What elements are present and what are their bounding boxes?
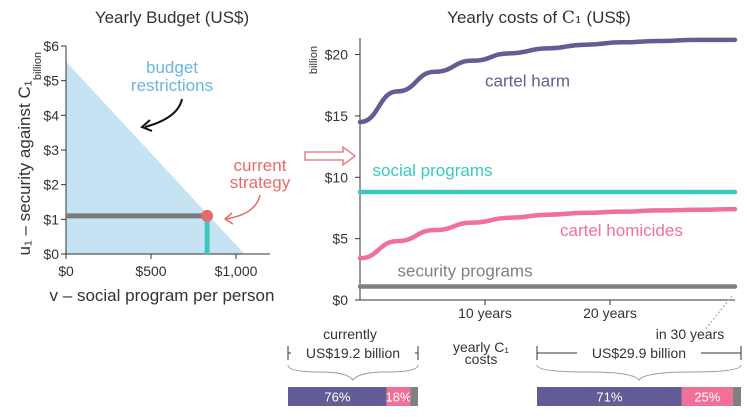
series-line-cartel-harm [357, 37, 738, 125]
current-annotation-arrow [225, 194, 261, 220]
costs-y-unit: billion [308, 46, 320, 74]
budget-y-tick-label: $5 [43, 73, 59, 89]
bar-segment-cartel-homicides [386, 387, 411, 406]
budget-y-ticks: $0 $1 $2 $3 $4 $5 $6 [43, 38, 66, 262]
budget-annotation-arrow [144, 98, 183, 128]
costs-y-tick-label: $20 [325, 47, 349, 63]
budget-x-tick-label: $500 [135, 263, 166, 279]
budget-y-tick-label: $1 [43, 211, 59, 227]
budget-y-tick-label: $0 [43, 246, 59, 262]
budget-x-ticks: $0 $500 $1,000 [58, 254, 258, 279]
current-annotation-line1: current [234, 156, 287, 175]
breakdown-title-line1: yearly C₁ [453, 339, 509, 355]
costs-end-leader [704, 295, 733, 331]
costs-chart: Yearly costs of C₁ (US$) billion $0 $5 $10… [308, 8, 738, 331]
series-label-cartel-harm: cartel harm [485, 71, 570, 90]
bar-segment-cartel-homicides [681, 387, 733, 406]
breakdown-group-label: in 30 years [656, 326, 724, 342]
budget-chart-title: Yearly Budget (US$) [95, 8, 249, 27]
current-strategy-marker [201, 209, 214, 222]
current-annotation-arrowhead [223, 212, 234, 225]
breakdown-brace [536, 364, 742, 381]
costs-chart-title: Yearly costs of C₁ (US$) [447, 8, 631, 28]
costs-title-suffix: (US$) [586, 8, 630, 27]
costs-y-tick-label: $5 [332, 231, 348, 247]
budget-x-label: v – social program per person [50, 286, 275, 305]
costs-x-tick-label: 10 years [458, 305, 512, 321]
cost-breakdown: yearly C₁ costs currently US$19.2 billion… [287, 326, 742, 406]
connecting-arrow-shape [304, 145, 357, 167]
costs-series: cartel harm social programs cartel homicid… [357, 37, 738, 289]
budget-annotation-line1: budget [146, 58, 198, 77]
costs-title-prefix: Yearly costs of [447, 8, 557, 27]
budget-y-label: u₁ – security against C₁ [15, 80, 34, 255]
budget-chart: Yearly Budget (US$) $0 $1 $2 $3 $4 $5 $6 $0 $50… [15, 8, 291, 305]
breakdown-brace [287, 364, 419, 381]
costs-y-tick-label: $10 [325, 169, 349, 185]
budget-y-tick-label: $2 [43, 177, 59, 193]
breakdown-group-total: US$19.2 billion [306, 345, 400, 361]
budget-y-tick-label: $3 [43, 142, 59, 158]
bar-segment-label: 18% [385, 390, 411, 405]
current-annotation-line2: strategy [230, 173, 291, 192]
bar-segment-label: 76% [324, 390, 350, 405]
series-label-cartel-homicides: cartel homicides [560, 221, 683, 240]
breakdown-title-line2: costs [465, 351, 498, 367]
costs-y-ticks: $0 $5 $10 $15 $20 [325, 47, 360, 308]
costs-y-tick-label: $15 [325, 108, 349, 124]
breakdown-group-label: currently [323, 326, 377, 342]
bar-segment-label: 71% [596, 390, 622, 405]
bar-segment-label: 25% [694, 390, 720, 405]
budget-annotation-arrowhead [140, 119, 153, 132]
budget-y-tick-label: $6 [43, 38, 59, 54]
costs-x-ticks: 10 years 20 years [458, 300, 637, 321]
breakdown-group-total: US$29.9 billion [592, 345, 686, 361]
bar-segment-security-programs [410, 387, 418, 406]
budget-area [66, 61, 245, 254]
costs-y-tick-label: $0 [332, 292, 348, 308]
costs-title-symbol: C₁ [562, 8, 582, 28]
costs-x-tick-label: 20 years [583, 305, 637, 321]
bar-segment-security-programs [732, 387, 741, 406]
budget-plot-area: $0 $1 $2 $3 $4 $5 $6 $0 $500 $1,000 [43, 38, 270, 279]
bar-segment-cartel-harm [537, 387, 682, 406]
budget-annotation-line2: restrictions [131, 76, 213, 95]
series-line-cartel-homicides [357, 206, 738, 261]
bar-segment-cartel-harm [288, 387, 387, 406]
budget-x-tick-label: $0 [58, 263, 74, 279]
series-label-security-programs: security programs [398, 262, 533, 281]
connecting-arrow [304, 145, 357, 167]
budget-y-tick-label: $4 [43, 107, 59, 123]
budget-y-unit: billion [32, 52, 44, 80]
series-label-social-programs: social programs [373, 161, 493, 180]
budget-x-tick-label: $1,000 [215, 263, 258, 279]
